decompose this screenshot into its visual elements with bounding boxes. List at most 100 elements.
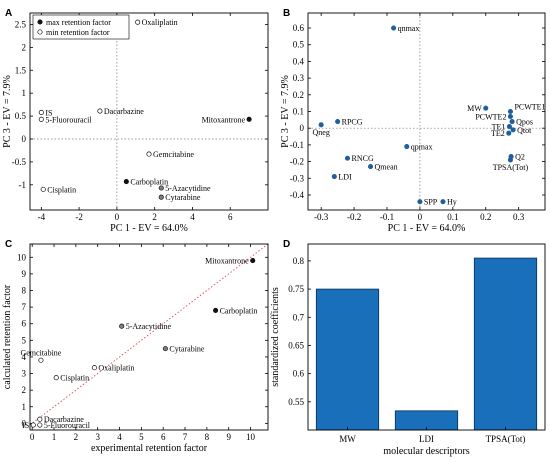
- point-label-qpmax: qpmax: [411, 143, 433, 152]
- point-te1: [506, 123, 513, 130]
- point-dacarbazine: [97, 108, 103, 114]
- point-label-qpos: Qpos: [516, 118, 533, 127]
- legend-marker: [37, 19, 43, 25]
- point-te2: [506, 130, 512, 136]
- y-tick-label: 0.1: [293, 107, 304, 117]
- x-tick-label: 4: [190, 212, 195, 222]
- y-axis-label: PC 3 - EV = 7.9%: [2, 75, 13, 148]
- point-label-carboplatin: Carboplatin: [220, 306, 258, 315]
- y-tick-label: 5: [22, 335, 27, 345]
- y-tick-label: 0: [22, 134, 27, 144]
- legend-label: min retention factor: [46, 28, 110, 37]
- x-tick-label: 10: [246, 432, 256, 442]
- point-oxaliplatin: [91, 365, 97, 371]
- point-mitoxantrone: [246, 116, 252, 122]
- y-tick-label: 1: [22, 88, 27, 98]
- point-cisplatin: [40, 186, 46, 192]
- point-oxaliplatin: [135, 19, 141, 25]
- y-tick-label: 3: [22, 369, 27, 379]
- point-label-dacarbazine: Dacarbazine: [104, 107, 144, 116]
- point-is: [38, 109, 44, 115]
- y-tick-label: 2.5: [15, 19, 27, 29]
- point-5-fluorouracil: [38, 116, 44, 122]
- point-label-mw: MW: [467, 104, 482, 113]
- y-tick-label: -0.5: [12, 157, 27, 167]
- point-pcwte2: [507, 113, 513, 120]
- bar-mw: [315, 288, 380, 431]
- x-tick-label: MW: [339, 434, 356, 444]
- y-tick-label: 0.8: [293, 256, 305, 266]
- point-label-cytarabine: Cytarabine: [165, 193, 201, 202]
- point-label-cisplatin: Cisplatin: [47, 185, 76, 194]
- y-tick-label: 0.2: [293, 90, 304, 100]
- point-carboplatin: [123, 179, 129, 185]
- point-label-spp: SPP: [424, 198, 438, 207]
- point-label-5-fluorouracil: 5-Fluorouracil: [44, 421, 91, 430]
- x-tick-label: 3: [95, 432, 100, 442]
- legend-label: max retention factor: [46, 18, 111, 27]
- y-tick-label: 0.55: [288, 397, 304, 407]
- panel-b: B -0.3 -0.2 -0.1 0 0.1 0.2 0.3 -0.4 -0.3 -0.2 -0.1 0…: [280, 8, 546, 234]
- x-axis-label: PC 1 - EV = 64.0%: [110, 223, 188, 234]
- y-tick-label: 0.5: [293, 40, 305, 50]
- x-tick-label: 9: [226, 432, 231, 442]
- point-qmean: [367, 164, 374, 170]
- x-tick-label: -2: [75, 212, 83, 222]
- panel-d: D MW LDI TPSA(Tot) 0.55 0.6 0.65 0.7 0.75 0.8 mole…: [270, 239, 546, 457]
- point-qpmax: [404, 144, 410, 150]
- point-label-pcwte1: PCWTE1: [514, 103, 545, 112]
- bar-tpsa-tot-: [473, 257, 538, 431]
- x-tick-label: 1: [52, 432, 57, 442]
- point-hy: [440, 199, 446, 205]
- point-label-te2: TE2: [491, 129, 505, 138]
- point-spp: [417, 199, 423, 205]
- x-tick-label: 0.1: [447, 212, 458, 222]
- point-label-is: IS: [22, 421, 29, 430]
- plot-frame: [29, 12, 269, 211]
- plot-frame: [307, 243, 546, 431]
- panel-label: C: [5, 239, 12, 250]
- x-axis-label: molecular descriptors: [383, 446, 469, 457]
- point-label-carboplatin: Carboplatin: [130, 178, 168, 187]
- y-tick-label: 9: [22, 269, 27, 279]
- point-label-rncg: RNCG: [352, 154, 374, 163]
- y-tick-label: 8: [22, 286, 27, 296]
- x-tick-label: -0.1: [380, 212, 394, 222]
- point-cytarabine: [162, 346, 168, 352]
- y-tick-label: 1: [22, 402, 27, 412]
- x-axis-label: PC 1 - EV = 64.0%: [388, 223, 466, 234]
- x-tick-label: -0.2: [347, 212, 361, 222]
- point-label-hy: Hy: [447, 198, 457, 207]
- x-tick-label: -4: [38, 212, 46, 222]
- point-label-qneg: Qneg: [313, 128, 330, 137]
- point-label-pcwte2: PCWTE2: [475, 113, 506, 122]
- point-qnmax: [391, 25, 397, 31]
- point-label-tpsa-tot-: TPSA(Tot): [493, 163, 529, 172]
- point-rncg: [344, 155, 351, 161]
- x-tick-label: 0.2: [480, 212, 491, 222]
- point-label-q2: Q2: [515, 153, 525, 162]
- y-tick-label: 0.6: [293, 369, 305, 379]
- x-tick-label: 5: [139, 432, 144, 442]
- x-tick-label: 4: [117, 432, 122, 442]
- point-label-oxaliplatin: Oxaliplatin: [142, 18, 178, 27]
- identity-line: [29, 243, 269, 426]
- panel-label: A: [5, 8, 12, 19]
- point-label-5-azacytidine: 5-Azacytidine: [126, 322, 172, 331]
- panel-label: B: [283, 8, 290, 19]
- point-qpos: [509, 118, 515, 125]
- point-label-qtot: Qtot: [517, 126, 532, 135]
- point-dacarbazine: [37, 416, 43, 422]
- y-tick-label: 2: [22, 42, 27, 52]
- point-gemcitabine: [146, 151, 152, 157]
- y-tick-label: 4: [22, 352, 27, 362]
- plot-frame: [29, 243, 269, 431]
- y-tick-label: -0.2: [290, 157, 304, 167]
- y-tick-label: 2: [22, 385, 27, 395]
- point-label-rpcg: RPCG: [342, 118, 363, 127]
- panel-c: C 0 1 2 3 4 5 6 7 8 9 10 0 1 2 3 4 5 6 7 8 9 10 Mitoxantrone Car…: [2, 239, 269, 454]
- point-label-dacarbazine: Dacarbazine: [44, 415, 84, 424]
- y-tick-label: 0: [300, 123, 305, 133]
- point-is: [30, 422, 36, 428]
- point-label-qmean: Qmean: [375, 163, 398, 172]
